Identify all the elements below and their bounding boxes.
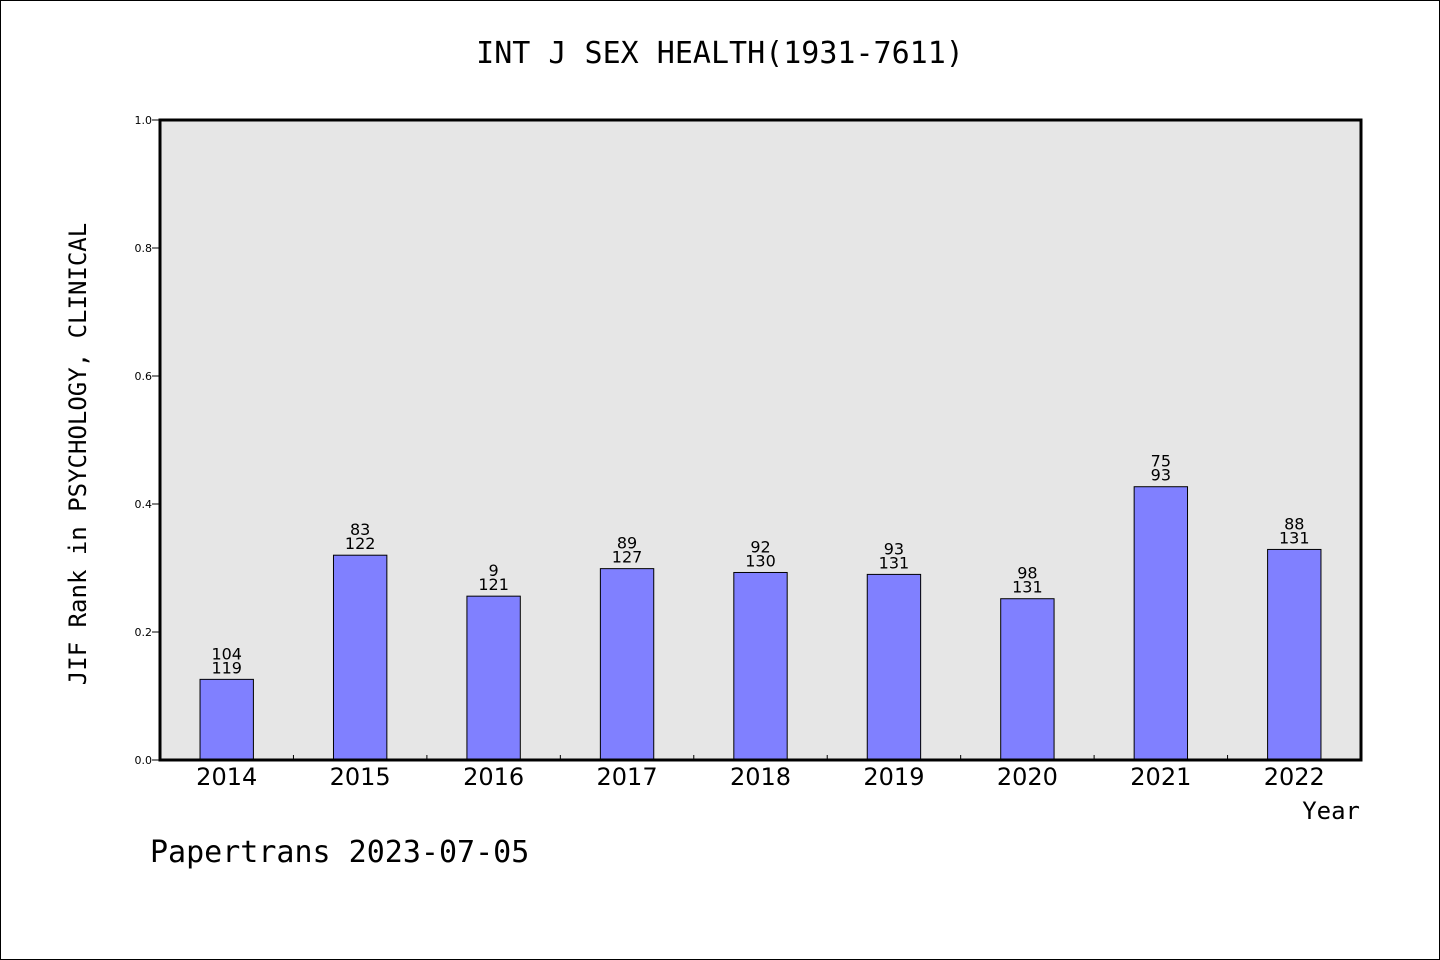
- bar-label-rank: 75: [1151, 452, 1171, 471]
- bar: [733, 571, 788, 761]
- bar-label-total: 131: [879, 553, 910, 572]
- bar-label-total: 93: [1151, 466, 1171, 485]
- x-axis-label: Year: [1302, 797, 1360, 825]
- bar-label-rank: 92: [750, 537, 770, 556]
- bar: [332, 554, 388, 761]
- plot-border: [158, 118, 1363, 762]
- y-tick-label: 1.0: [135, 114, 153, 127]
- chart-title: INT J SEX HEALTH(1931-7611): [476, 36, 964, 71]
- footer-text: Papertrans 2023-07-05: [150, 835, 530, 870]
- x-tick-label: 2017: [597, 763, 658, 791]
- x-tick-label: 2021: [1130, 763, 1191, 791]
- bar-label-total: 131: [1279, 528, 1310, 547]
- y-tick-label: 0.0: [135, 754, 153, 767]
- x-tick-label: 2018: [730, 763, 791, 791]
- bar: [466, 595, 521, 761]
- bar-label-rank: 93: [884, 539, 904, 558]
- x-tick-label: 2019: [863, 763, 924, 791]
- bar: [866, 573, 922, 761]
- x-tick-label: 2014: [196, 763, 257, 791]
- bar-label-rank: 83: [350, 520, 370, 539]
- bar-label-rank: 88: [1284, 514, 1304, 533]
- bar-label-rank: 89: [617, 534, 637, 553]
- bar: [1000, 598, 1055, 761]
- bar-label-rank: 98: [1017, 564, 1037, 583]
- bar: [599, 568, 655, 761]
- bar-label-total: 122: [345, 534, 376, 553]
- y-tick-label: 0.4: [135, 498, 153, 511]
- bar: [1133, 486, 1189, 761]
- x-tick-label: 2016: [463, 763, 524, 791]
- bar: [1267, 548, 1322, 761]
- bar: [199, 678, 254, 761]
- bar-label-rank: 104: [211, 644, 242, 663]
- bar-label-total: 127: [612, 548, 643, 567]
- bar-label-total: 130: [745, 551, 776, 570]
- x-tick-label: 2020: [997, 763, 1058, 791]
- y-tick-label: 0.2: [135, 626, 153, 639]
- bar-label-total: 119: [211, 658, 242, 677]
- bar-label-total: 131: [1012, 578, 1043, 597]
- y-tick-label: 0.6: [135, 370, 153, 383]
- y-tick-label: 0.8: [135, 242, 153, 255]
- x-tick-label: 2022: [1264, 763, 1325, 791]
- bar-label-total: 121: [478, 575, 509, 594]
- x-tick-label: 2015: [330, 763, 391, 791]
- bar-label-rank: 9: [489, 561, 499, 580]
